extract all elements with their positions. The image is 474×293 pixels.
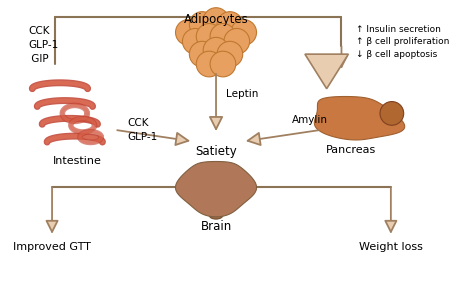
Polygon shape <box>175 161 256 217</box>
Polygon shape <box>305 54 348 89</box>
Text: Improved GTT: Improved GTT <box>13 242 91 252</box>
Circle shape <box>175 20 201 45</box>
Circle shape <box>217 41 243 67</box>
Circle shape <box>203 8 229 33</box>
Circle shape <box>203 37 229 63</box>
Text: Weight loss: Weight loss <box>359 242 423 252</box>
Circle shape <box>189 41 215 67</box>
Text: Adipocytes: Adipocytes <box>183 13 248 26</box>
Text: Pancreas: Pancreas <box>326 145 376 155</box>
Circle shape <box>210 51 236 77</box>
Text: Leptin: Leptin <box>226 89 258 99</box>
Circle shape <box>224 28 250 54</box>
Circle shape <box>196 23 222 49</box>
Text: CCK
GLP-1
 GIP: CCK GLP-1 GIP <box>28 26 59 64</box>
Circle shape <box>189 12 215 37</box>
Text: Brain: Brain <box>201 220 232 233</box>
Circle shape <box>196 51 222 77</box>
Text: Satiety: Satiety <box>195 145 237 158</box>
Text: Amylin: Amylin <box>292 115 328 125</box>
Ellipse shape <box>209 211 223 219</box>
Text: ↑ Insulin secretion
↑ β cell proliferation
↓ β cell apoptosis: ↑ Insulin secretion ↑ β cell proliferati… <box>356 25 450 59</box>
Circle shape <box>231 20 256 45</box>
Text: CCK
GLP-1: CCK GLP-1 <box>127 118 157 142</box>
Circle shape <box>210 23 236 49</box>
Text: Intestine: Intestine <box>53 156 102 166</box>
Circle shape <box>182 28 208 54</box>
Circle shape <box>380 102 404 125</box>
Polygon shape <box>314 96 405 140</box>
Circle shape <box>217 12 243 37</box>
